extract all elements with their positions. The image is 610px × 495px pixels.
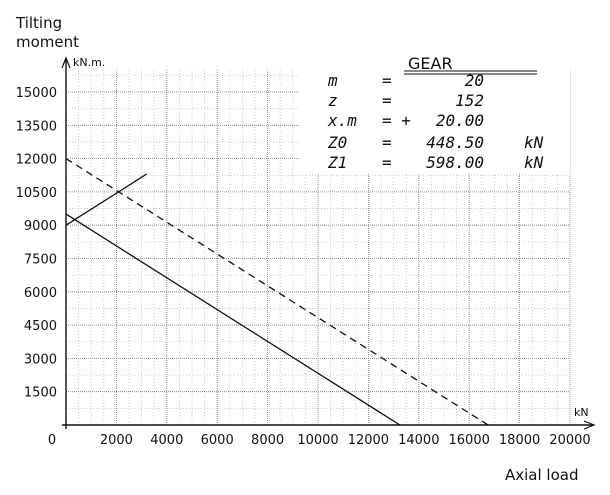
y-tick-label: 1500 — [24, 386, 57, 401]
series-line-1 — [65, 213, 401, 426]
x-tick-label: 14000 — [398, 433, 439, 448]
x-tick-label: 4000 — [150, 433, 183, 448]
info-row-label: Z0 — [327, 133, 347, 152]
info-row-label: m — [327, 71, 338, 90]
x-tick-label: 16000 — [449, 433, 490, 448]
x-tick-label: 10000 — [297, 433, 338, 448]
info-row-value: 598.00 — [426, 153, 484, 172]
info-row-label: x.m — [327, 111, 357, 130]
x-tick-label: 2000 — [100, 433, 133, 448]
info-row-value: 152 — [455, 91, 484, 110]
x-tick-label: 12000 — [348, 433, 389, 448]
y-tick-label: 15000 — [16, 86, 57, 101]
info-row-sign: = + — [382, 111, 411, 130]
x-tick-label: 0 — [48, 433, 56, 448]
x-axis-arrow — [583, 420, 596, 430]
x-tick-label: 18000 — [499, 433, 540, 448]
info-row-value: 20 — [465, 71, 484, 90]
info-row-value: 20.00 — [436, 111, 484, 130]
y-tick-label: 4500 — [24, 319, 57, 334]
info-row-sign: = — [382, 133, 392, 152]
info-row-unit: kN — [524, 133, 544, 152]
info-row-label: Z1 — [327, 153, 347, 172]
info-box-background — [300, 57, 570, 174]
info-row-label: z — [328, 91, 338, 110]
x-tick-label: 20000 — [549, 433, 590, 448]
x-axis-title: Axial load — [505, 466, 579, 484]
y-tick-label: 13500 — [16, 119, 57, 134]
y-tick-label: 9000 — [24, 219, 57, 234]
y-tick-label: 10500 — [16, 186, 57, 201]
info-row-sign: = — [382, 153, 392, 172]
series-line-3 — [65, 173, 147, 226]
y-axis-unit: kN.m. — [73, 56, 105, 69]
info-box-title: GEAR — [408, 54, 453, 73]
y-axis-title: Tilting moment — [16, 14, 80, 51]
y-tick-label: 7500 — [24, 253, 57, 268]
info-row-sign: = — [382, 91, 392, 110]
y-axis-arrow — [61, 56, 71, 69]
x-tick-label: 8000 — [251, 433, 284, 448]
x-tick-label: 6000 — [201, 433, 234, 448]
info-row-value: 448.50 — [426, 133, 484, 152]
info-row-unit: kN — [524, 153, 544, 172]
y-tick-label: 3000 — [24, 352, 57, 367]
y-tick-label: 6000 — [24, 286, 57, 301]
x-axis-unit: kN — [574, 406, 589, 419]
y-tick-label: 12000 — [16, 153, 57, 168]
info-row-sign: = — [382, 71, 392, 90]
